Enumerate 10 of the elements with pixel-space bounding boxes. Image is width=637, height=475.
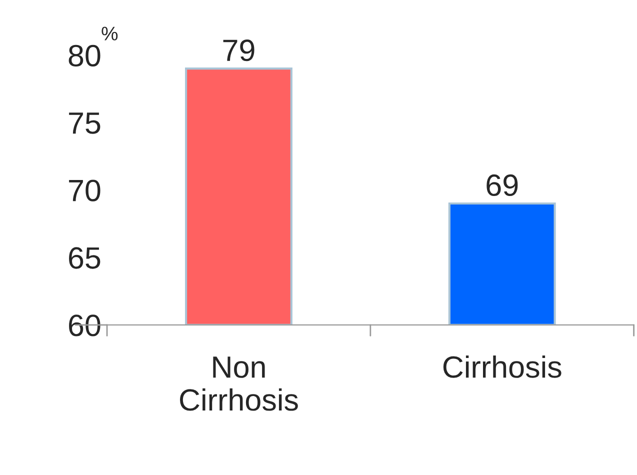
y-tick-label: 75	[69, 112, 100, 134]
y-tick-label: 60	[69, 314, 100, 336]
x-tick-label: Cirrhosis	[443, 355, 562, 378]
data-label: 69	[486, 174, 518, 196]
y-tick-label: 80	[68, 44, 100, 66]
y-axis-title: %	[102, 26, 118, 40]
y-tick-label: 70	[69, 180, 100, 202]
y-tick-label: 65	[69, 247, 100, 269]
data-label: 79	[223, 40, 254, 62]
x-tick-label: Non Cirrhosis	[180, 356, 298, 411]
